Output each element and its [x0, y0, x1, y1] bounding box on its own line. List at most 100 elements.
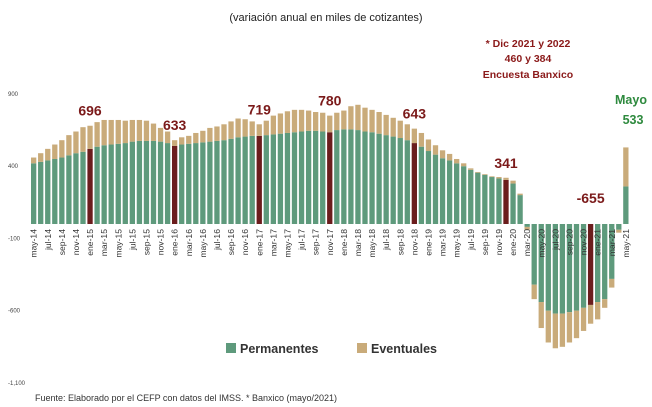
bar-eventuales [503, 177, 509, 180]
bar-permanentes [284, 132, 291, 224]
bar-permanentes [602, 224, 608, 300]
bar-eventuales [207, 127, 213, 142]
x-axis: may-14 jul-14 sep-14 nov-14 ene-15 mar-15 may-… [29, 229, 631, 258]
x-tick-label: nov-17 [325, 229, 335, 255]
bar-permanentes [390, 136, 396, 224]
bar-eventuales [496, 177, 502, 179]
bar-eventuales [587, 304, 594, 324]
bar-annotation: -655 [577, 190, 605, 206]
bar-permanentes [101, 145, 107, 224]
bar-eventuales [313, 112, 319, 131]
bar-permanentes [348, 129, 354, 224]
bar-eventuales [595, 302, 601, 320]
x-tick-label: jul-15 [127, 229, 137, 251]
bar-permanentes [115, 143, 121, 224]
bar-permanentes [545, 224, 551, 311]
x-tick-label: ene-15 [85, 229, 95, 256]
x-tick-label: may-20 [536, 229, 546, 258]
bar-eventuales [101, 119, 107, 146]
bar-permanentes [313, 130, 319, 224]
x-tick-label: may-21 [621, 229, 631, 258]
x-tick-label: may-16 [198, 229, 208, 258]
y-tick-label: 900 [8, 92, 19, 98]
bar-permanentes [538, 224, 544, 303]
bar-eventuales [334, 112, 340, 131]
bar-eventuales [256, 124, 262, 136]
bar-eventuales [425, 139, 432, 152]
x-tick-label: mar-21 [607, 229, 617, 256]
bar-permanentes [164, 143, 171, 224]
x-tick-label: mar-17 [268, 229, 278, 256]
bar-permanentes [193, 143, 199, 224]
bar-eventuales [397, 120, 403, 139]
banxico-note-line-1: * Dic 2021 y 2022 [486, 38, 571, 50]
x-tick-label: sep-16 [226, 229, 236, 255]
bar-permanentes [52, 158, 58, 224]
bar-eventuales [284, 111, 291, 133]
x-tick-label: nov-19 [494, 229, 504, 255]
bar-permanentes [369, 132, 375, 224]
bar-permanentes [425, 151, 432, 224]
x-tick-label: nov-14 [71, 229, 81, 255]
bar-eventuales [235, 118, 241, 138]
bar-eventuales [45, 148, 51, 161]
bar-eventuales [432, 145, 439, 155]
bar-annotation: 633 [163, 117, 187, 133]
bar-permanentes [418, 146, 425, 224]
bar-eventuales [136, 119, 143, 141]
bar-eventuales [31, 157, 37, 164]
bar-eventuales [73, 131, 79, 154]
bar-eventuales [609, 278, 615, 288]
bar-permanentes [517, 195, 523, 224]
x-tick-label: ene-17 [254, 229, 264, 256]
bar-permanentes [355, 130, 361, 224]
bar-permanentes [595, 224, 601, 303]
bar-permanentes [432, 154, 439, 224]
bar-permanentes [461, 166, 467, 224]
bar-permanentes [623, 186, 629, 224]
bar-permanentes [305, 130, 312, 224]
bar-eventuales [87, 125, 93, 149]
bar-permanentes [566, 224, 573, 313]
bar-permanentes [362, 131, 368, 224]
bar-permanentes [108, 144, 114, 224]
x-tick-label: sep-14 [57, 229, 67, 255]
x-tick-label: sep-20 [564, 229, 574, 255]
bar-permanentes [587, 224, 594, 305]
bar-eventuales [517, 193, 523, 196]
x-tick-label: sep-15 [141, 229, 151, 255]
bar-permanentes [341, 129, 347, 224]
bar-eventuales [580, 307, 587, 331]
bar-eventuales [94, 122, 100, 147]
bar-eventuales [362, 107, 368, 132]
bar-eventuales [143, 120, 150, 141]
bar-eventuales [320, 112, 326, 132]
bar-permanentes [475, 172, 481, 224]
bar-permanentes [531, 224, 537, 285]
bar-permanentes [200, 142, 206, 224]
bar-permanentes [136, 140, 143, 224]
bar-permanentes [320, 131, 326, 224]
bar-permanentes [263, 135, 269, 224]
x-tick-label: may-18 [367, 229, 377, 258]
legend-label-eventuales: Eventuales [371, 342, 437, 356]
bar-permanentes [383, 135, 389, 224]
annotations-group: 696 633 719 780 643 341 -655 [78, 93, 604, 206]
bar-eventuales [602, 299, 608, 308]
bar-eventuales [228, 121, 234, 139]
bar-eventuales [221, 124, 227, 141]
bar-eventuales [545, 310, 551, 343]
bar-permanentes [214, 140, 220, 224]
bar-permanentes [228, 138, 234, 224]
bar-eventuales [348, 106, 354, 130]
bar-eventuales [193, 132, 199, 144]
x-tick-label: mar-19 [438, 229, 448, 256]
bar-eventuales [214, 126, 220, 141]
bar-permanentes [411, 143, 417, 224]
bar-permanentes [270, 134, 276, 224]
bar-eventuales [559, 313, 566, 347]
bar-annotation: 341 [494, 155, 518, 171]
y-tick-label: -600 [8, 309, 21, 315]
y-tick-label: 400 [8, 164, 19, 170]
